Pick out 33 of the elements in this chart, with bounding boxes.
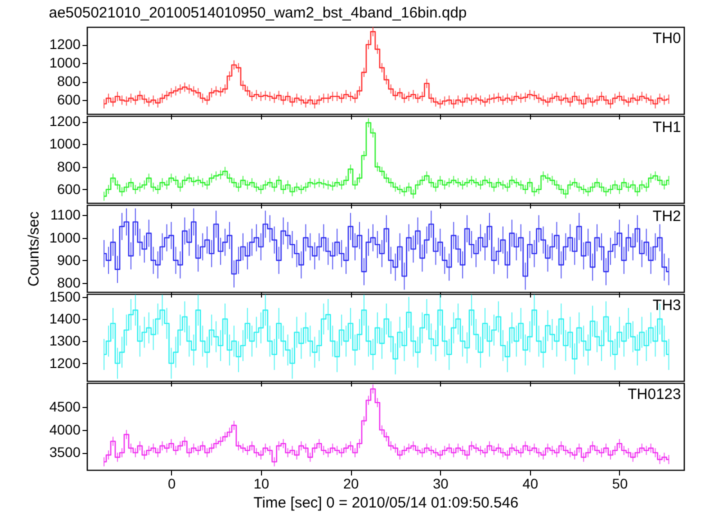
x-tick-label: 30 [432,476,449,492]
y-tick-label: 1200 [49,36,81,52]
y-tick-label: 1200 [49,113,81,130]
x-tick-label: 40 [522,476,538,492]
y-tick-label: 1200 [49,354,81,371]
series-label: TH2 [652,208,681,225]
y-tick-label: 1400 [49,310,81,327]
y-tick-label: 4000 [49,421,81,438]
y-tick-label: 900 [57,252,81,268]
text: TH1 [652,119,681,136]
y-tick-label: 800 [57,73,81,90]
y-tick-label: 1100 [50,206,81,223]
text: TH0123 [628,386,681,403]
x-axis-title: Time [sec] 0 = 2010/05/14 01:09:50.546 [253,494,519,512]
y-tick-label: 1000 [49,229,81,246]
y-axis-title: Counts/sec [25,210,42,287]
text: TH0 [652,30,681,47]
y-tick-label: 600 [57,92,81,108]
x-tick-label: 10 [254,476,270,492]
y-tick-label: 1000 [49,54,81,71]
chart-title: ae505021010_20100514010950_wam2_bst_4band_16bin.qdp [48,4,467,22]
y-tick-label: 4500 [49,398,81,415]
y-tick-label: 1000 [49,136,81,152]
y-tick-label: 3500 [49,444,81,460]
y-tick-label: 800 [57,274,81,290]
x-tick-label: 50 [612,476,628,492]
y-tick-label: 600 [57,180,81,197]
x-tick-label: 20 [343,476,360,492]
y-tick-label: 800 [57,158,81,174]
series-label: TH3 [652,297,681,314]
x-tick-label: 0 [168,476,176,492]
y-tick-label: 1300 [49,332,81,349]
y-tick-label: 1500 [49,288,81,304]
